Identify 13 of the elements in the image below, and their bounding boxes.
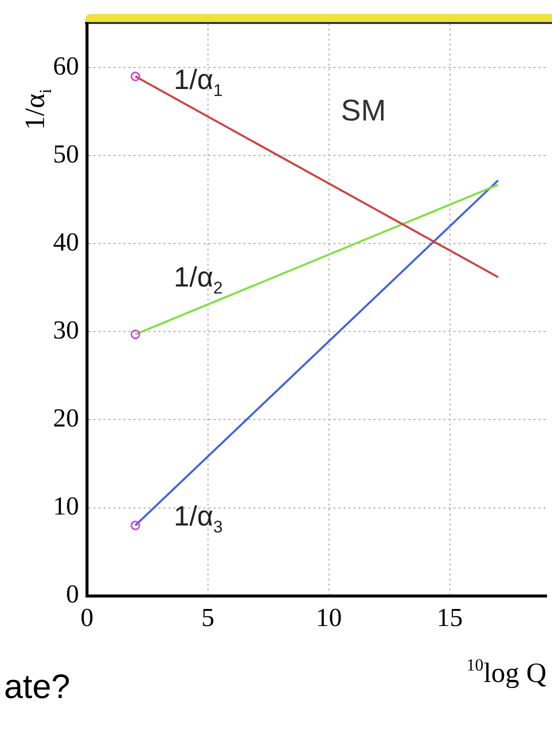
y-tick-label: 10 [53,492,79,521]
x-tick-label: 5 [201,603,214,632]
x-tick-label: 10 [316,603,342,632]
y-axis-title: 1/αi [20,88,55,130]
y-tick-label: 30 [53,316,79,345]
x-tick-label: 15 [436,603,463,632]
annotation: SM [340,94,386,128]
y-tick-label: 40 [53,228,79,257]
text: ate? [4,668,70,707]
y-tick-label: 0 [66,580,79,609]
y-tick-label: 50 [53,139,79,168]
y-tick-label: 60 [53,51,79,80]
y-tick-label: 20 [53,404,79,433]
